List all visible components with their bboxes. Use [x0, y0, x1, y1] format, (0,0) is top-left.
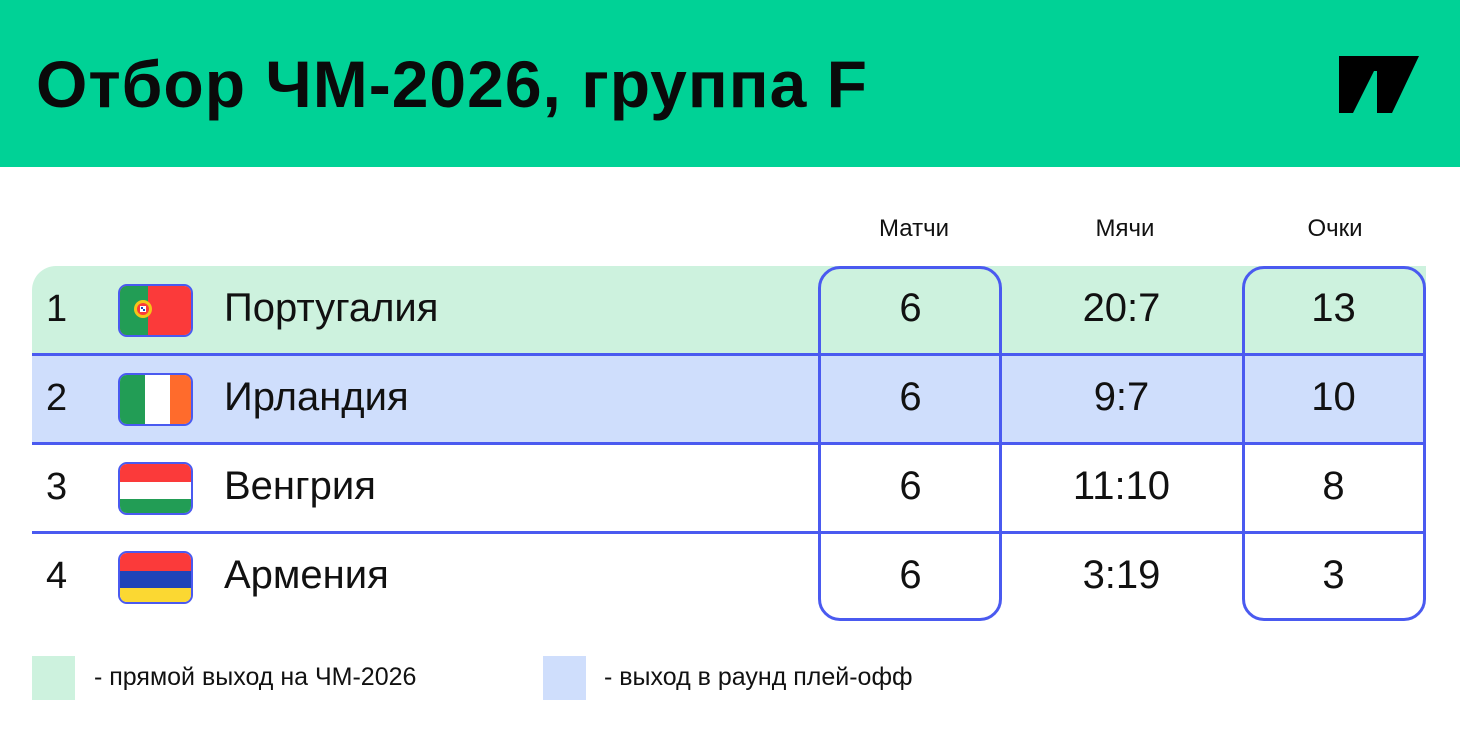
page-title: Отбор ЧМ-2026, группа F: [36, 47, 868, 121]
points-value: 8: [1322, 464, 1345, 508]
position: 1: [46, 288, 68, 330]
legend-label-playoff: - выход в раунд плей-офф: [604, 663, 913, 691]
goals-value: 11:10: [1072, 464, 1171, 508]
table-row: 4 Армения 6 3:19 3: [32, 533, 1426, 622]
hungary-flag-icon: [118, 462, 193, 515]
team-name: Армения: [224, 553, 389, 597]
column-header-points: Очки: [1307, 215, 1363, 242]
legend-label-direct: - прямой выход на ЧМ-2026: [94, 663, 417, 691]
position: 2: [46, 377, 68, 419]
team-name: Португалия: [224, 286, 439, 330]
goals-value: 20:7: [1082, 286, 1161, 330]
table-row: 2 Ирландия 6 9:7 10: [32, 355, 1426, 444]
position: 4: [46, 555, 68, 597]
header: Отбор ЧМ-2026, группа F: [0, 0, 1460, 167]
row-divider: [32, 531, 1426, 534]
logo-icon: [1339, 56, 1419, 113]
legend-swatch-playoff: [543, 656, 586, 700]
matches-value: 6: [899, 553, 922, 597]
points-column-outline: [1242, 266, 1426, 621]
points-value: 3: [1322, 553, 1345, 597]
ireland-flag-icon: [118, 373, 193, 426]
matches-value: 6: [899, 375, 922, 419]
column-header-matches: Матчи: [879, 215, 949, 242]
table-row: 1 Португалия 6 20:7 13: [32, 266, 1426, 355]
position: 3: [46, 466, 68, 508]
row-divider: [32, 442, 1426, 445]
column-header-goals: Мячи: [1095, 215, 1155, 242]
table-row: 3 Венгрия 6 11:10 8: [32, 444, 1426, 533]
matches-value: 6: [899, 464, 922, 508]
points-value: 10: [1311, 375, 1356, 419]
legend-swatch-direct: [32, 656, 75, 700]
portugal-flag-icon: [118, 284, 193, 337]
row-divider: [32, 353, 1426, 356]
goals-value: 9:7: [1093, 375, 1150, 419]
matches-column-outline: [818, 266, 1002, 621]
points-value: 13: [1311, 286, 1356, 330]
goals-value: 3:19: [1082, 553, 1161, 597]
matches-value: 6: [899, 286, 922, 330]
team-name: Венгрия: [224, 464, 376, 508]
team-name: Ирландия: [224, 375, 409, 419]
armenia-flag-icon: [118, 551, 193, 604]
